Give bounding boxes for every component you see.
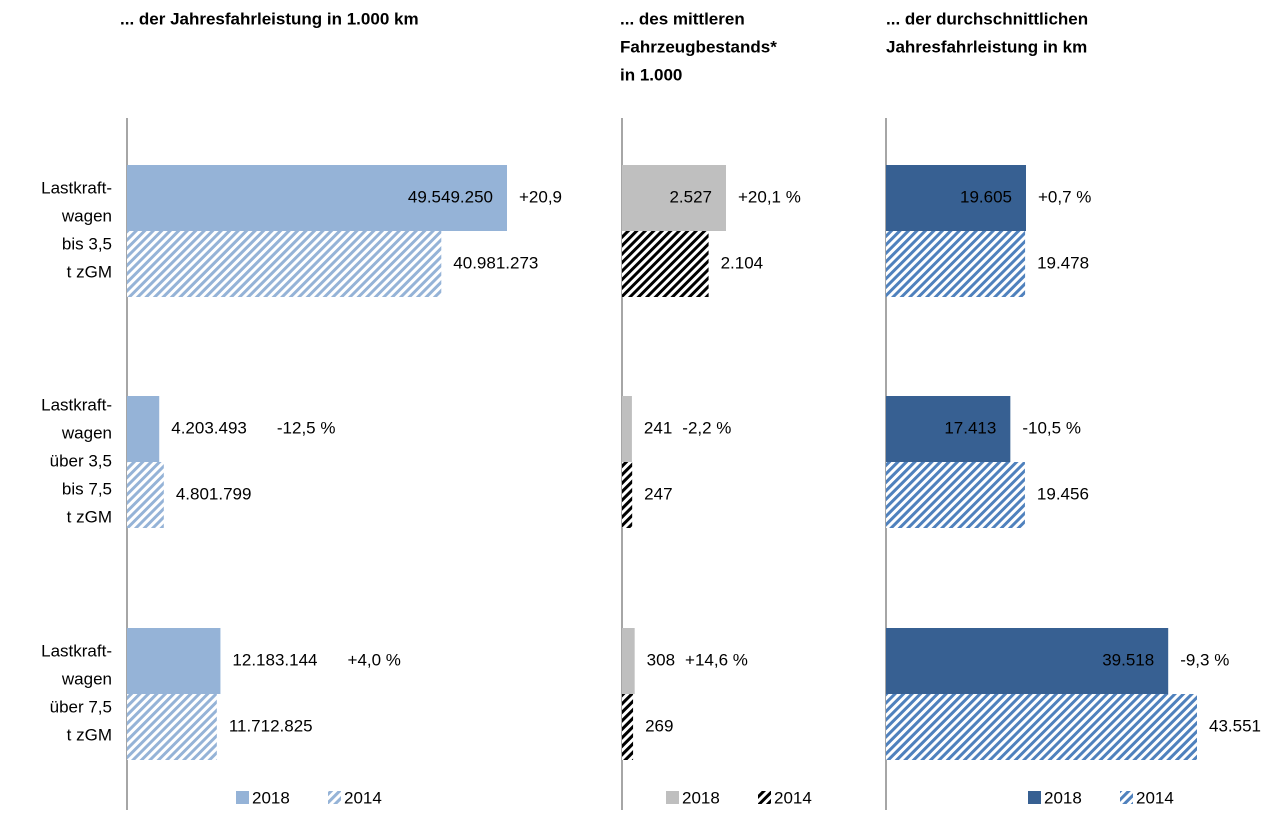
legend-swatch xyxy=(758,791,771,804)
bar xyxy=(886,462,1025,528)
bar xyxy=(127,694,217,760)
value-label: 19.605 xyxy=(960,187,1012,206)
value-label: 17.413 xyxy=(944,418,996,437)
legend-label: 2018 xyxy=(252,788,290,807)
value-label: 4.203.493 xyxy=(171,418,247,437)
category-label: wagen xyxy=(61,423,112,442)
category-label: bis 7,5 xyxy=(62,479,112,498)
value-label: 269 xyxy=(645,716,673,735)
category-label: t zGM xyxy=(67,725,112,744)
legend-label: 2018 xyxy=(682,788,720,807)
category-label: über 3,5 xyxy=(50,451,112,470)
bar xyxy=(127,165,507,231)
bar xyxy=(622,694,634,760)
value-label: 2.104 xyxy=(721,253,764,272)
panel-title: ... der durchschnittlichen xyxy=(886,9,1088,28)
legend-label: 2014 xyxy=(344,788,382,807)
legend-swatch xyxy=(1028,791,1041,804)
change-annotation: +20,9 xyxy=(519,187,562,206)
legend-swatch xyxy=(236,791,249,804)
change-annotation: -9,3 % xyxy=(1180,650,1229,669)
value-label: 19.456 xyxy=(1037,484,1089,503)
category-label: Lastkraft- xyxy=(41,641,112,660)
bar xyxy=(622,628,635,694)
panel-title: Fahrzeugbestands* xyxy=(620,37,777,56)
panel-title: Jahresfahrleistung in km xyxy=(886,37,1087,56)
bar xyxy=(886,396,1011,462)
value-label: 12.183.144 xyxy=(232,650,317,669)
bar xyxy=(622,396,632,462)
legend-swatch xyxy=(328,791,341,804)
bar xyxy=(622,462,633,528)
panel-title: ... der Jahresfahrleistung in 1.000 km xyxy=(120,9,419,28)
legend-swatch xyxy=(1120,791,1133,804)
bar xyxy=(886,165,1027,231)
change-annotation: +20,1 % xyxy=(738,187,801,206)
panel-title: ... des mittleren xyxy=(620,9,745,28)
value-label: 43.551 xyxy=(1209,716,1261,735)
category-label: Lastkraft- xyxy=(41,178,112,197)
change-annotation: -12,5 % xyxy=(277,418,336,437)
value-label: 241 xyxy=(644,418,672,437)
category-label: bis 3,5 xyxy=(62,234,112,253)
legend-label: 2014 xyxy=(774,788,812,807)
bar xyxy=(886,231,1026,297)
category-label: über 7,5 xyxy=(50,697,112,716)
value-label: 39.518 xyxy=(1102,650,1154,669)
category-label: wagen xyxy=(61,669,112,688)
bar xyxy=(127,231,442,297)
value-label: 2.527 xyxy=(669,187,712,206)
bar xyxy=(127,628,221,694)
value-label: 247 xyxy=(644,484,672,503)
bar xyxy=(886,694,1197,760)
bar xyxy=(622,231,709,297)
bar xyxy=(127,462,164,528)
change-annotation: +4,0 % xyxy=(348,650,401,669)
legend-swatch xyxy=(666,791,679,804)
value-label: 308 xyxy=(647,650,675,669)
change-annotation: -2,2 % xyxy=(682,418,731,437)
category-label: t zGM xyxy=(67,507,112,526)
bar xyxy=(886,628,1169,694)
value-label: 40.981.273 xyxy=(453,253,538,272)
category-label: t zGM xyxy=(67,262,112,281)
bar xyxy=(127,396,160,462)
value-label: 19.478 xyxy=(1037,253,1089,272)
category-label: Lastkraft- xyxy=(41,395,112,414)
legend-label: 2014 xyxy=(1136,788,1174,807)
value-label: 11.712.825 xyxy=(229,716,313,735)
category-label: wagen xyxy=(61,206,112,225)
value-label: 4.801.799 xyxy=(176,484,252,503)
bar xyxy=(622,165,726,231)
value-label: 49.549.250 xyxy=(408,187,493,206)
change-annotation: +14,6 % xyxy=(685,650,748,669)
change-annotation: -10,5 % xyxy=(1022,418,1081,437)
panel-title: in 1.000 xyxy=(620,65,682,84)
change-annotation: +0,7 % xyxy=(1038,187,1091,206)
legend-label: 2018 xyxy=(1044,788,1082,807)
